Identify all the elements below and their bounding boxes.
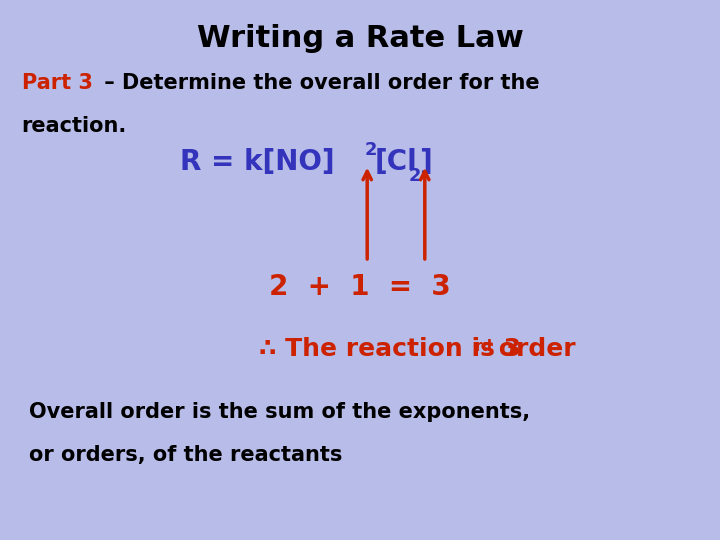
Text: Overall order is the sum of the exponents,: Overall order is the sum of the exponent… [29,402,530,422]
Text: – Determine the overall order for the: – Determine the overall order for the [97,73,540,93]
Text: ]: ] [419,148,432,176]
Text: order: order [490,338,575,361]
Text: [Cl: [Cl [374,148,417,176]
Text: Part 3: Part 3 [22,73,92,93]
Text: 2  +  1  =  3: 2 + 1 = 3 [269,273,451,301]
Text: 2: 2 [408,167,420,185]
Text: reaction.: reaction. [22,116,127,136]
Text: R = k[NO]: R = k[NO] [180,148,335,176]
Text: Writing a Rate Law: Writing a Rate Law [197,24,523,53]
Text: or orders, of the reactants: or orders, of the reactants [29,446,342,465]
Text: rd: rd [475,339,493,354]
Text: ∴ The reaction is 3: ∴ The reaction is 3 [259,338,521,361]
Text: 2: 2 [364,141,377,159]
